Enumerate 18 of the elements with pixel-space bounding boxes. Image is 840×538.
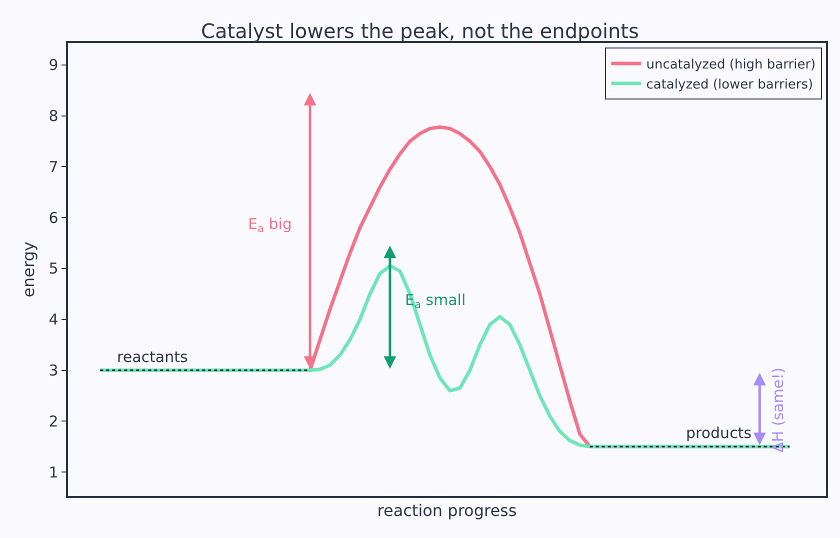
- legend-label: uncatalyzed (high barrier): [646, 58, 816, 73]
- annotation: ΔH (same!): [768, 367, 787, 452]
- annotation: E$_{a}$ big: [248, 215, 292, 236]
- annotation: reactants: [117, 348, 188, 366]
- chart-title: Catalyst lowers the peak, not the endpoints: [201, 19, 639, 44]
- y-tick-label: 2: [48, 412, 58, 430]
- y-tick-label: 9: [48, 56, 58, 74]
- y-tick-label: 7: [48, 158, 58, 176]
- y-tick-label: 8: [48, 107, 58, 126]
- y-axis-title: energy: [19, 242, 38, 298]
- annotation: products: [686, 424, 752, 442]
- y-tick-label: 1: [48, 463, 58, 482]
- x-axis-title: reaction progress: [377, 500, 517, 520]
- legend-label: catalyzed (lower barriers): [646, 77, 814, 92]
- y-tick-label: 5: [48, 260, 58, 278]
- y-tick-label: 6: [48, 208, 58, 227]
- y-tick-label: 4: [48, 310, 58, 329]
- y-tick-label: 3: [48, 362, 58, 380]
